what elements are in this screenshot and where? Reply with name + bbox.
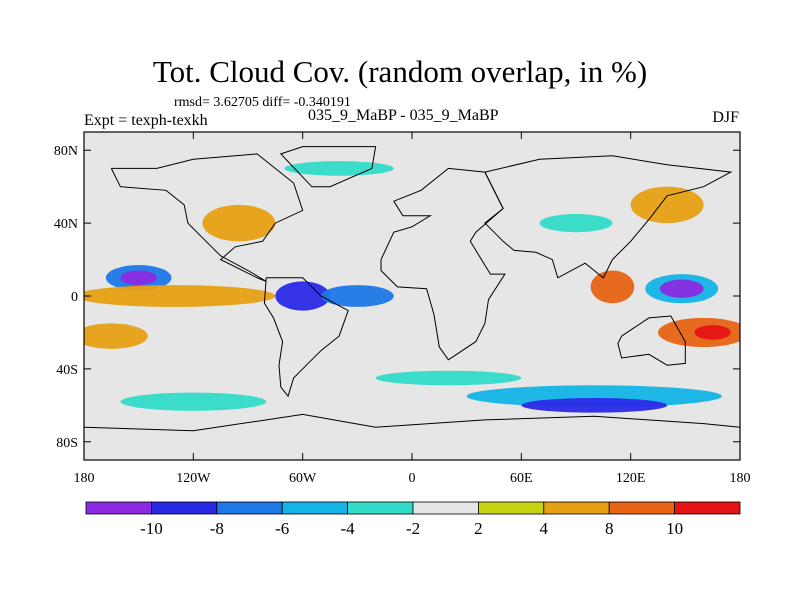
colorbar-swatch: [608, 501, 676, 515]
field-anomaly-region: [539, 214, 613, 233]
field-anomaly-region: [630, 186, 704, 224]
cloud-field: [84, 132, 740, 460]
field-anomaly-region: [590, 270, 635, 304]
colorbar-label: -4: [341, 519, 356, 538]
colorbar-label: -8: [210, 519, 224, 538]
coastline: [380, 167, 506, 361]
field-anomaly-region: [120, 270, 157, 286]
field-anomaly-region: [466, 385, 722, 408]
map-title: Tot. Cloud Cov. (random overlap, in %): [152, 54, 648, 89]
colorbar-swatch: [477, 501, 545, 515]
coastline: [484, 155, 733, 279]
season-label: DJF: [712, 109, 739, 126]
field-anomaly-region: [275, 281, 330, 311]
lat-tick-label: 80N: [54, 144, 78, 159]
lon-tick-label: 120E: [616, 471, 646, 486]
field-anomaly-region: [84, 285, 276, 307]
lat-tick-label: 80S: [56, 436, 78, 451]
field-anomaly-region: [375, 370, 522, 386]
field-anomaly-region: [120, 392, 267, 411]
longitude-axis: 180 120W 60W 0 60E 120E 180: [74, 132, 751, 486]
field-anomaly-region: [84, 323, 148, 349]
experiment-label: Expt = texph-texkh: [84, 112, 208, 129]
lat-tick-label: 40N: [54, 217, 78, 232]
colorbar-swatch: [543, 501, 610, 515]
coastline: [617, 315, 686, 366]
colorbar-swatch: [281, 501, 349, 515]
colorbar-swatch: [674, 501, 741, 515]
colorbar-swatch: [216, 501, 283, 515]
lon-tick-label: 60E: [510, 471, 533, 486]
colorbar-label: 2: [474, 519, 483, 538]
colorbar-swatch: [347, 501, 414, 515]
latitude-axis: 80N 40N 0 40S 80S: [54, 144, 740, 451]
colorbar-swatch: [150, 501, 218, 515]
coastline: [279, 146, 377, 188]
lon-tick-label: 60W: [289, 471, 317, 486]
stats-label: rmsd= 3.62705 diff= -0.340191: [174, 95, 351, 110]
lat-tick-label: 0: [71, 290, 78, 305]
colorbar-label: 10: [666, 519, 683, 538]
colorbar-label: -10: [140, 519, 163, 538]
colorbar-label: 8: [605, 519, 614, 538]
field-anomaly-region: [320, 285, 394, 307]
lon-tick-label: 180: [730, 471, 751, 486]
colorbar-label: -2: [406, 519, 420, 538]
colorbar-swatch: [412, 501, 479, 515]
coastline: [110, 153, 304, 282]
field-anomaly-region: [284, 161, 394, 176]
colorbar-label: -6: [275, 519, 289, 538]
lat-tick-label: 40S: [56, 363, 78, 378]
coastlines: [84, 146, 740, 432]
colorbar-swatch: [85, 501, 152, 515]
coastline: [263, 277, 349, 398]
field-anomaly-region: [521, 398, 668, 413]
case-label: 035_9_MaBP - 035_9_MaBP: [308, 107, 499, 124]
lon-tick-label: 0: [409, 471, 416, 486]
colorbar: -10 -8 -6 -4 -2 2 4 8 10: [85, 501, 741, 538]
colorbar-label: 4: [540, 519, 549, 538]
field-anomaly-region: [659, 279, 704, 298]
coastline: [84, 413, 740, 432]
lon-tick-label: 180: [74, 471, 95, 486]
lon-tick-label: 120W: [176, 471, 211, 486]
field-anomaly-region: [202, 204, 276, 242]
field-anomaly-region: [694, 325, 731, 340]
